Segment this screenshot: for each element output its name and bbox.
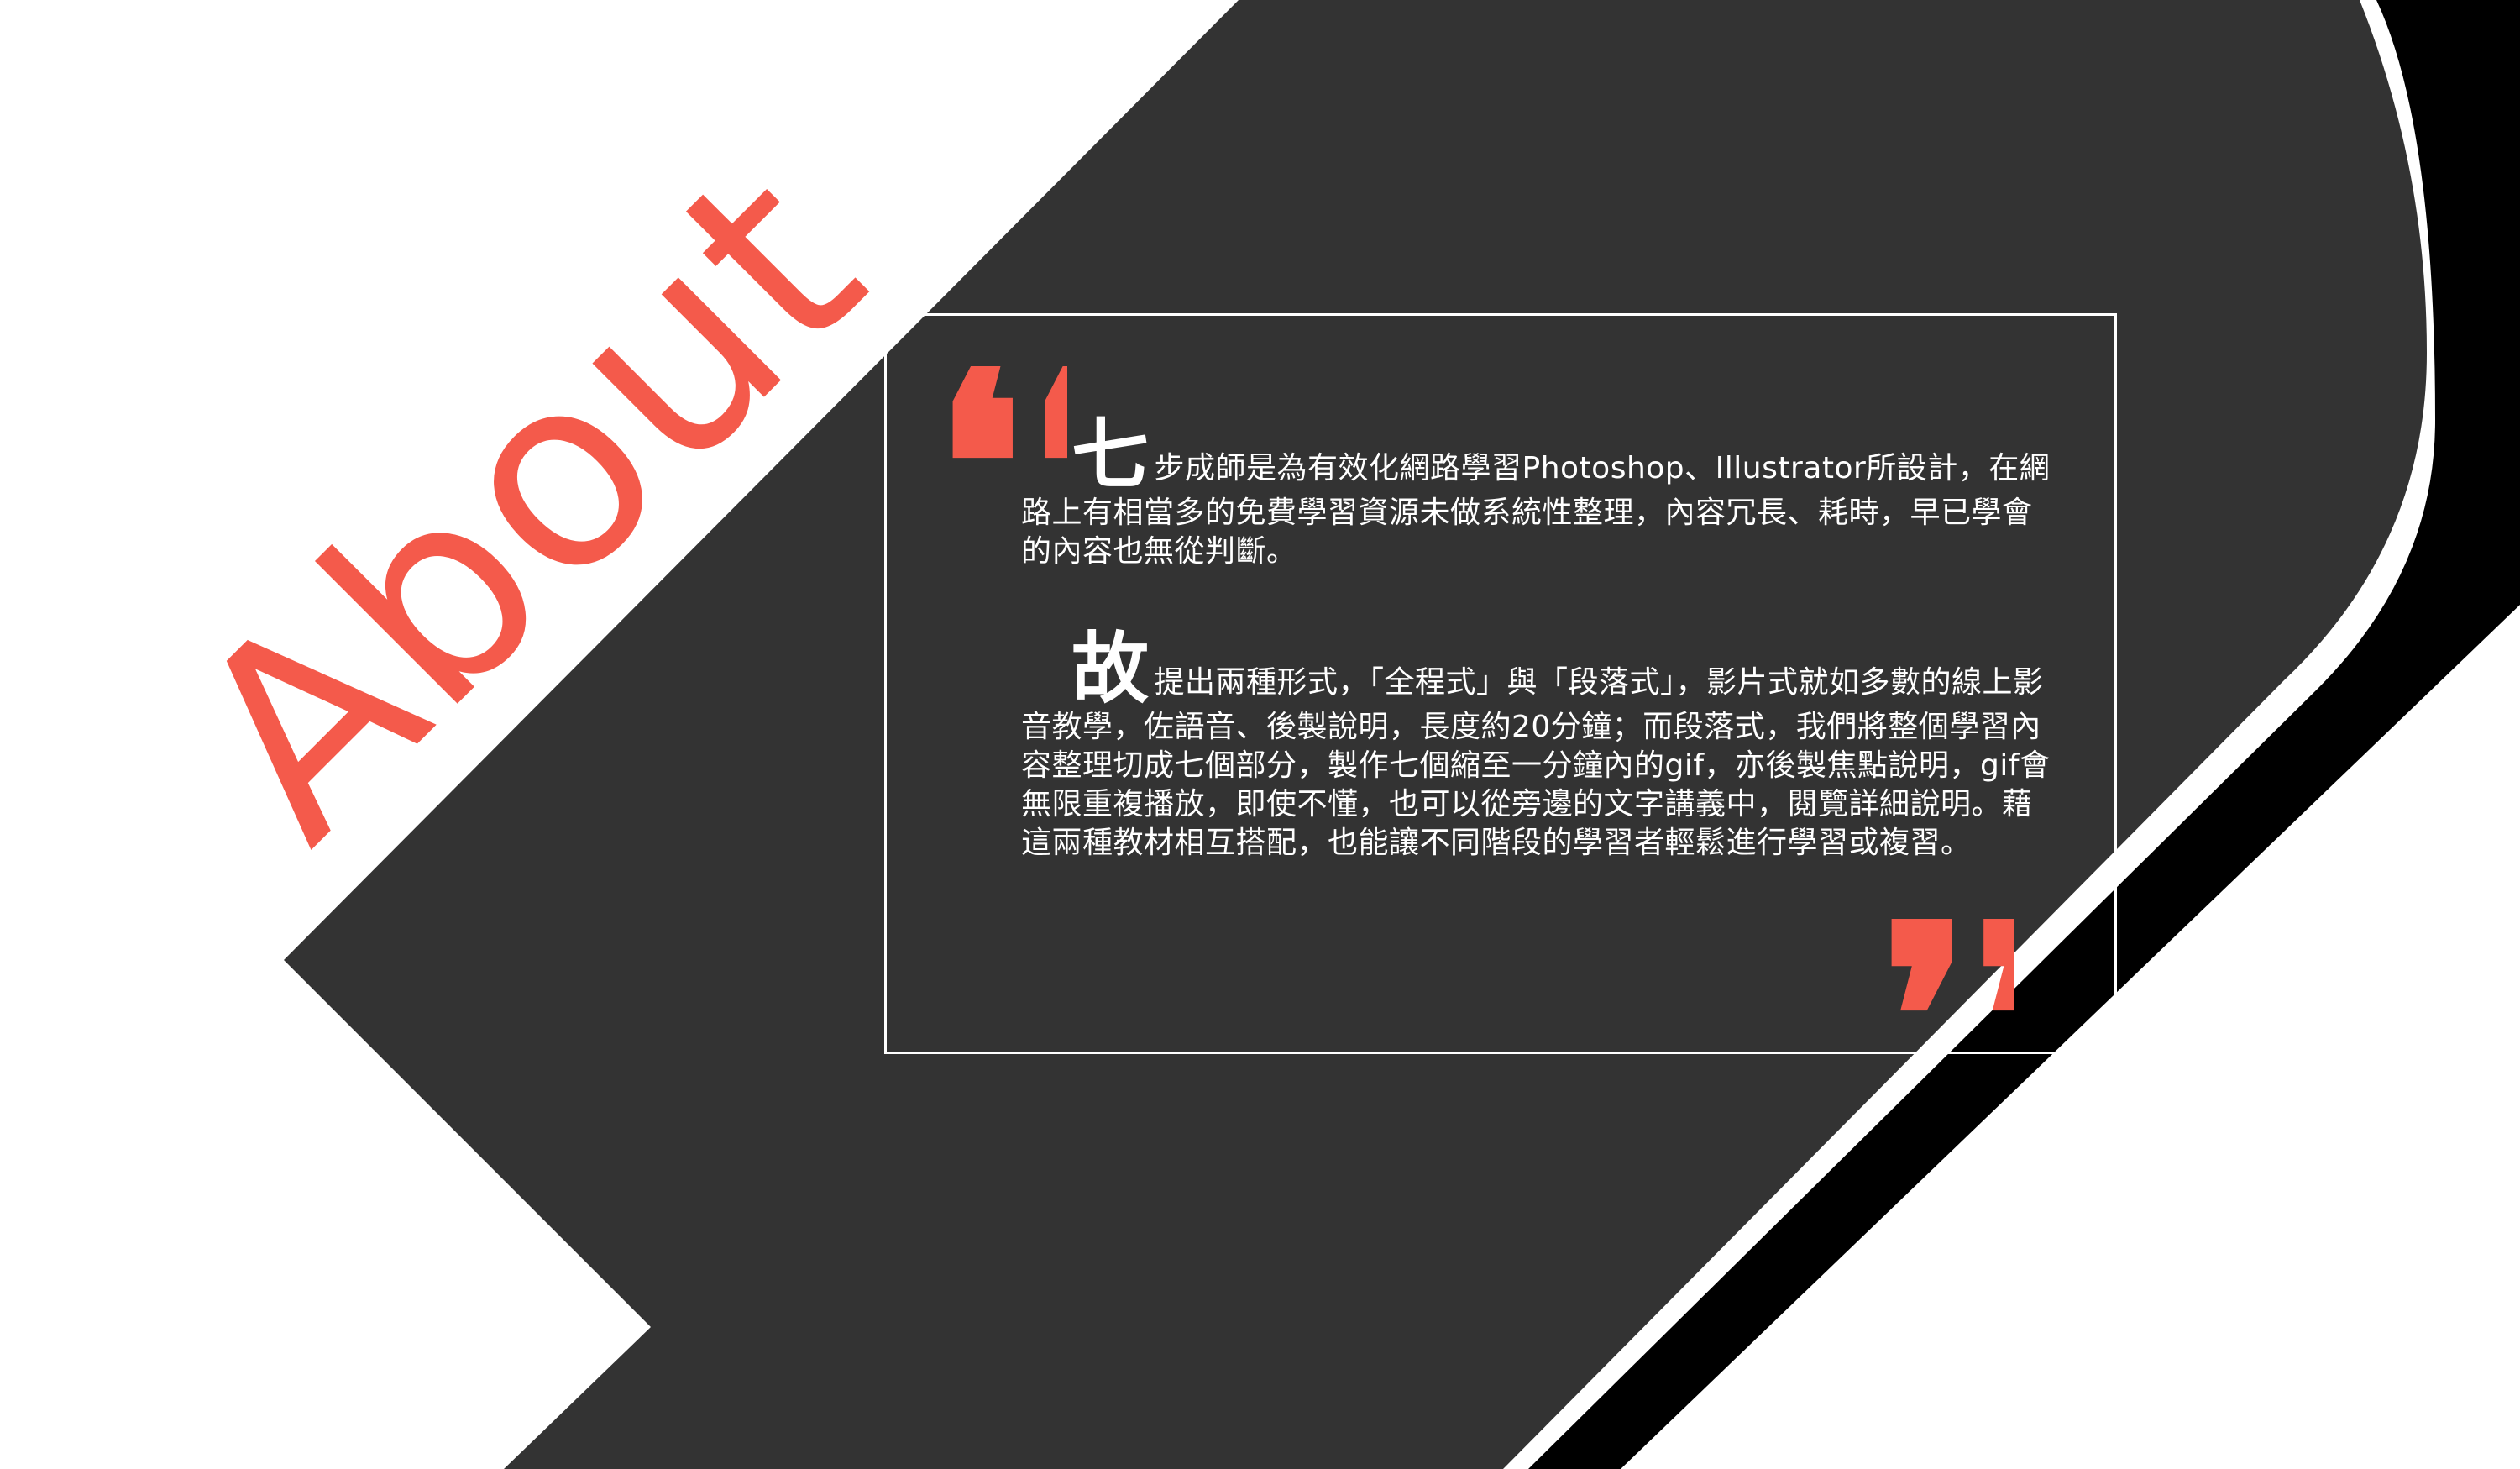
dark-panel	[284, 0, 2427, 1469]
description-box: ❛❛ 七步成師是為有效化網路學習Photoshop、Illustrator所設計…	[884, 313, 2117, 1054]
open-quote-icon: ❛❛	[933, 366, 1067, 492]
paragraph-formats: 故提出兩種形式，「全程式」與「段落式」，影片式就如多數的線上影音教學，佐語音、後…	[1021, 631, 2054, 863]
paragraph-intro: 七步成師是為有效化網路學習Photoshop、Illustrator所設計，在網…	[1021, 417, 2054, 571]
dropcap-2: 故	[1071, 624, 1150, 714]
close-quote-icon: ❜❜	[1879, 919, 2014, 1045]
dropcap-1: 七	[1071, 410, 1150, 500]
paragraph-1-text: 步成師是為有效化網路學習Photoshop、Illustrator所設計，在網路…	[1021, 451, 2051, 569]
shadow-band	[1528, 0, 2520, 1469]
paragraph-2-text: 提出兩種形式，「全程式」與「段落式」，影片式就如多數的線上影音教學，佐語音、後製…	[1021, 665, 2051, 860]
